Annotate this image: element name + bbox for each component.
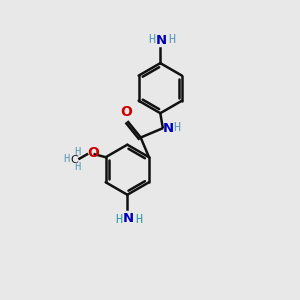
Text: O: O — [87, 146, 99, 160]
Text: H: H — [116, 213, 123, 226]
Text: O: O — [120, 105, 132, 119]
Text: N: N — [163, 122, 174, 135]
Text: H: H — [168, 33, 175, 46]
Text: H: H — [148, 33, 156, 46]
Text: H: H — [135, 213, 142, 226]
Text: N: N — [123, 212, 134, 225]
Text: H: H — [74, 162, 80, 172]
Text: H: H — [173, 121, 180, 134]
Text: H: H — [63, 154, 69, 164]
Text: C: C — [70, 155, 78, 165]
Text: H: H — [74, 147, 80, 157]
Text: N: N — [156, 34, 167, 47]
